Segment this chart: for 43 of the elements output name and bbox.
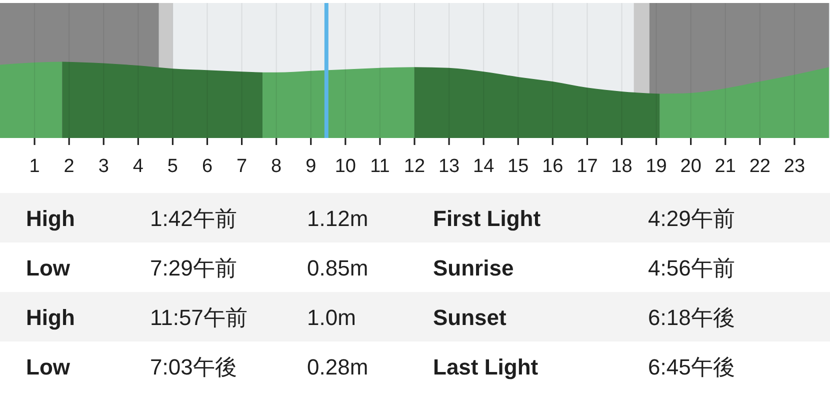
text: 0.28m xyxy=(307,354,368,380)
x-tick-label: 14 xyxy=(473,156,495,177)
x-tick-label: 16 xyxy=(542,156,564,177)
x-tick-label: 2 xyxy=(64,156,74,177)
x-tick-label: 22 xyxy=(749,156,770,177)
x-tick-label: 18 xyxy=(611,156,632,177)
text: High xyxy=(26,305,75,330)
text: Low xyxy=(26,354,71,380)
x-tick-label: 19 xyxy=(646,156,667,177)
x-tick-label: 21 xyxy=(714,156,736,177)
text: 1:42午前 xyxy=(150,206,237,231)
text: 0.85m xyxy=(307,256,368,280)
text: High xyxy=(26,206,75,231)
x-tick-label: 8 xyxy=(271,156,282,177)
x-tick-label: 7 xyxy=(236,156,248,177)
x-tick-label: 13 xyxy=(438,156,460,177)
x-tick-label: 4 xyxy=(132,156,144,177)
text: 4:29午前 xyxy=(648,206,735,231)
x-tick-label: 5 xyxy=(167,156,178,177)
text: Sunrise xyxy=(433,256,514,280)
x-tick-label: 23 xyxy=(784,156,806,177)
x-tick-label: 17 xyxy=(576,156,598,177)
x-tick-label: 15 xyxy=(508,156,529,177)
text: 7:03午後 xyxy=(150,354,237,380)
x-tick-label: 20 xyxy=(680,156,702,177)
text: Low xyxy=(26,256,71,280)
text: 6:45午後 xyxy=(648,354,735,380)
x-tick-label: 12 xyxy=(404,156,426,177)
text: 6:18午後 xyxy=(648,305,735,330)
text: 4:56午前 xyxy=(648,256,735,280)
x-tick-label: 10 xyxy=(334,156,356,177)
text: 7:29午前 xyxy=(150,256,237,280)
x-tick-label: 6 xyxy=(202,156,213,177)
text: 11:57午前 xyxy=(150,305,248,330)
text: Last Light xyxy=(433,354,539,380)
text: Sunset xyxy=(433,305,508,330)
x-tick-label: 3 xyxy=(98,156,109,177)
x-tick-label: 9 xyxy=(306,156,316,177)
x-tick-label: 1 xyxy=(29,156,40,177)
text: 1.0m xyxy=(307,305,356,330)
text: First Light xyxy=(433,206,542,231)
x-tick-label: 11 xyxy=(370,156,390,177)
text: 1.12m xyxy=(307,206,368,231)
